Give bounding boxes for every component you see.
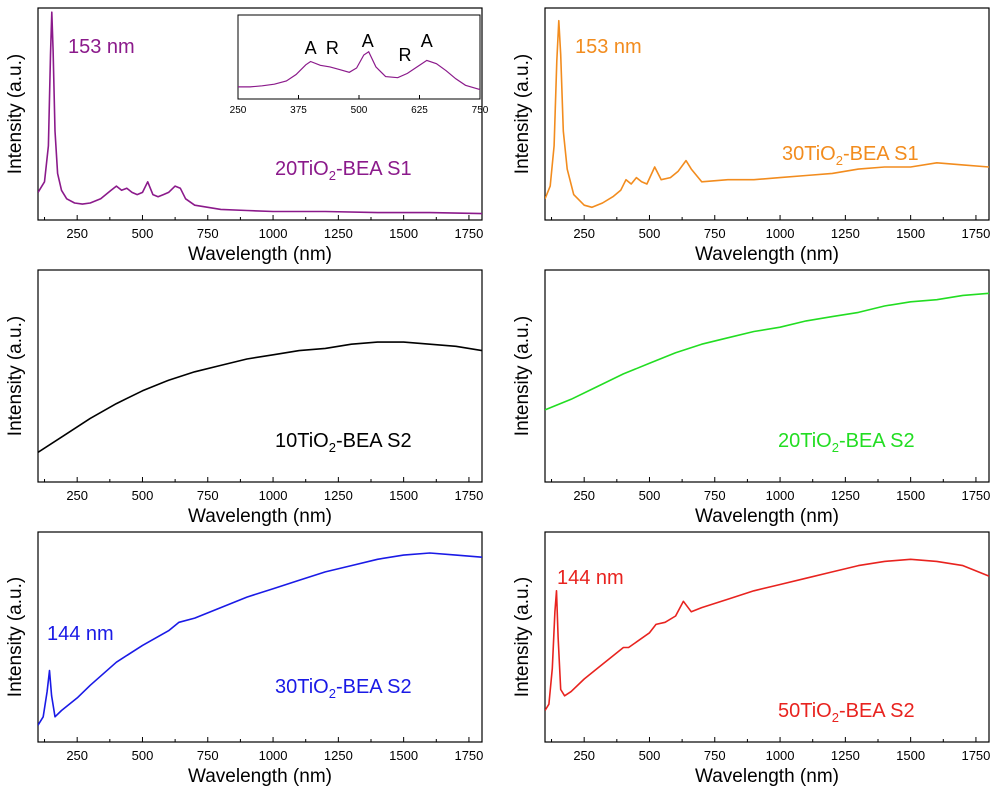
annotation-label: 144 nm xyxy=(47,623,114,645)
inset-x-tick-label: 500 xyxy=(351,105,368,116)
x-tick-label: 250 xyxy=(573,488,595,503)
x-axis-label: Wavelength (nm) xyxy=(188,506,332,527)
x-tick-label: 1750 xyxy=(454,226,483,241)
x-tick-label: 250 xyxy=(66,488,88,503)
x-tick-label: 1000 xyxy=(766,748,795,763)
chart-panel-3: 250 500 750 1000 1250 1500 1750 Wavelength (nm)… xyxy=(5,269,483,527)
x-tick-label: 1500 xyxy=(389,488,418,503)
annotation-label: 50TiO2-BEA S2 xyxy=(778,700,915,725)
x-tick-label: 500 xyxy=(132,748,154,763)
series-line-1 xyxy=(545,558,989,711)
x-tick-label: 750 xyxy=(197,488,219,503)
x-tick-label: 250 xyxy=(66,748,88,763)
x-axis-label: Wavelength (nm) xyxy=(188,244,332,265)
y-axis-label: Intensity (a.u.) xyxy=(5,316,26,436)
chart-panel-5: 250 500 750 1000 1250 1500 1750 Wavelength (nm)… xyxy=(5,531,483,787)
series-line-1 xyxy=(38,552,482,726)
y-axis-label: Intensity (a.u.) xyxy=(512,54,533,174)
inset-peak-label: R xyxy=(398,45,411,65)
inset-x-tick-label: 250 xyxy=(230,105,247,116)
inset-peak-label: A xyxy=(305,38,317,58)
x-tick-label: 250 xyxy=(66,226,88,241)
x-tick-label: 250 xyxy=(573,226,595,241)
annotation-label: 20TiO2-BEA S1 xyxy=(275,158,412,183)
x-tick-label: 750 xyxy=(704,748,726,763)
x-tick-label: 1250 xyxy=(324,488,353,503)
chart-panel-6: 250 500 750 1000 1250 1500 1750 Wavelength (nm)… xyxy=(512,531,990,787)
annotation-label: 153 nm xyxy=(68,36,135,58)
x-tick-label: 1500 xyxy=(896,226,925,241)
x-tick-label: 1750 xyxy=(454,488,483,503)
x-tick-label: 750 xyxy=(704,226,726,241)
annotation-label: 10TiO2-BEA S2 xyxy=(275,430,412,455)
x-tick-label: 500 xyxy=(639,748,661,763)
plot-frame xyxy=(544,531,990,743)
x-tick-label: 1250 xyxy=(831,488,860,503)
y-axis-label: Intensity (a.u.) xyxy=(5,577,26,697)
inset-series-line xyxy=(238,50,481,91)
x-tick-label: 1000 xyxy=(259,488,288,503)
plot-frame xyxy=(37,7,483,221)
plot-frame xyxy=(37,269,483,483)
x-axis-label: Wavelength (nm) xyxy=(695,506,839,527)
series-line-1 xyxy=(38,341,482,453)
plot-frame xyxy=(544,269,990,483)
y-axis-label: Intensity (a.u.) xyxy=(5,54,26,174)
x-tick-label: 250 xyxy=(573,748,595,763)
x-tick-label: 1250 xyxy=(831,226,860,241)
x-tick-label: 1750 xyxy=(961,226,990,241)
series-line-1 xyxy=(545,19,989,209)
x-tick-label: 1250 xyxy=(831,748,860,763)
x-tick-label: 1000 xyxy=(766,488,795,503)
x-tick-label: 500 xyxy=(132,226,154,241)
series-line-1 xyxy=(545,292,989,411)
inset-x-tick-label: 625 xyxy=(411,105,428,116)
inset-x-tick-label: 375 xyxy=(290,105,307,116)
chart-panel-4: 250 500 750 1000 1250 1500 1750 Wavelength (nm)… xyxy=(512,269,990,527)
annotation-label: 144 nm xyxy=(557,567,624,589)
x-tick-label: 1500 xyxy=(896,488,925,503)
chart-panel-1: 250 500 750 1000 1250 1500 1750 Wavelength (nm)… xyxy=(5,7,489,265)
y-axis-label: Intensity (a.u.) xyxy=(512,577,533,697)
annotation-label: 153 nm xyxy=(575,36,642,58)
annotation-label: 20TiO2-BEA S2 xyxy=(778,430,915,455)
x-axis-label: Wavelength (nm) xyxy=(695,766,839,787)
x-tick-label: 1000 xyxy=(766,226,795,241)
x-axis-label: Wavelength (nm) xyxy=(188,766,332,787)
x-tick-label: 1750 xyxy=(454,748,483,763)
x-tick-label: 500 xyxy=(639,226,661,241)
x-tick-label: 1250 xyxy=(324,226,353,241)
x-tick-label: 750 xyxy=(704,488,726,503)
x-tick-label: 1500 xyxy=(389,226,418,241)
x-tick-label: 1500 xyxy=(896,748,925,763)
annotation-label: 30TiO2-BEA S1 xyxy=(782,143,919,168)
x-tick-label: 1750 xyxy=(961,488,990,503)
plot-frame xyxy=(37,531,483,743)
inset-frame xyxy=(237,14,481,100)
x-tick-label: 500 xyxy=(132,488,154,503)
x-tick-label: 1750 xyxy=(961,748,990,763)
x-tick-label: 1500 xyxy=(389,748,418,763)
x-tick-label: 1000 xyxy=(259,748,288,763)
x-tick-label: 1250 xyxy=(324,748,353,763)
chart-panel-2: 250 500 750 1000 1250 1500 1750 Wavelength (nm)… xyxy=(512,7,990,265)
inset-x-tick-label: 750 xyxy=(472,105,489,116)
plot-frame xyxy=(544,7,990,221)
inset-peak-label: A xyxy=(362,31,374,51)
x-tick-label: 750 xyxy=(197,226,219,241)
x-tick-label: 500 xyxy=(639,488,661,503)
x-tick-label: 750 xyxy=(197,748,219,763)
x-tick-label: 1000 xyxy=(259,226,288,241)
inset-peak-label: R xyxy=(326,38,339,58)
y-axis-label: Intensity (a.u.) xyxy=(512,316,533,436)
series-line-1 xyxy=(38,11,482,215)
annotation-label: 30TiO2-BEA S2 xyxy=(275,676,412,701)
x-axis-label: Wavelength (nm) xyxy=(695,244,839,265)
inset-peak-label: A xyxy=(421,31,433,51)
